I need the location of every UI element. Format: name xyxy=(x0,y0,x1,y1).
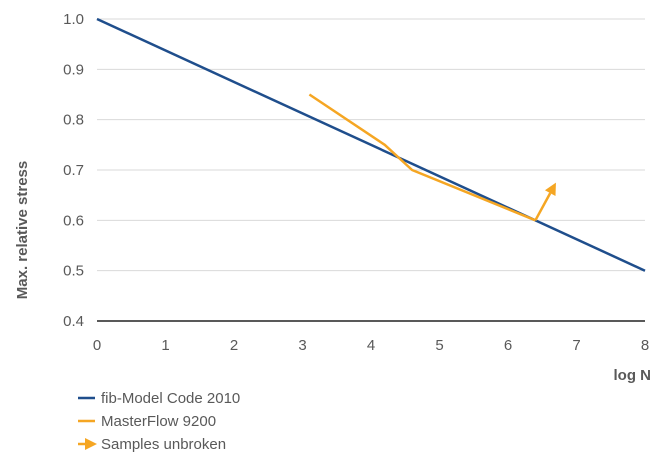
y-tick-label: 0.4 xyxy=(63,313,84,330)
legend: fib-Model Code 2010 MasterFlow 9200 Sample… xyxy=(78,390,240,453)
x-tick-label: 3 xyxy=(298,337,306,354)
y-tick-label: 0.5 xyxy=(63,263,84,280)
x-tick-label: 2 xyxy=(230,337,238,354)
legend-swatch-arrowhead xyxy=(85,438,97,450)
y-axis-title: Max. relative stress xyxy=(14,161,31,299)
y-tick-label: 0.7 xyxy=(63,162,84,179)
x-tick-label: 7 xyxy=(572,337,580,354)
x-tick-label: 6 xyxy=(504,337,512,354)
y-tick-label: 0.6 xyxy=(63,212,84,229)
legend-label: Samples unbroken xyxy=(101,436,226,453)
y-tick-label: 0.8 xyxy=(63,112,84,129)
series-line-2 xyxy=(308,93,536,222)
x-axis-title: log N xyxy=(614,367,652,384)
x-tick-label: 0 xyxy=(93,337,101,354)
x-tick-label: 5 xyxy=(435,337,443,354)
legend-label: fib-Model Code 2010 xyxy=(101,390,240,407)
legend-label: MasterFlow 9200 xyxy=(101,413,216,430)
y-tick-label: 0.9 xyxy=(63,61,84,78)
x-tick-label: 4 xyxy=(367,337,375,354)
x-tick-label: 8 xyxy=(641,337,649,354)
annotation-arrow-head xyxy=(544,182,556,196)
series-line-1 xyxy=(96,17,646,272)
axes: 0.4 0.5 0.6 0.7 0.8 0.9 1.0 0 1 2 3 4 5 6 7 8 xyxy=(63,11,649,354)
x-tick-label: 1 xyxy=(161,337,169,354)
annotation-arrow-line xyxy=(534,192,552,221)
series-lines xyxy=(96,17,646,272)
grid-lines xyxy=(97,18,645,272)
y-tick-label: 1.0 xyxy=(63,11,84,28)
